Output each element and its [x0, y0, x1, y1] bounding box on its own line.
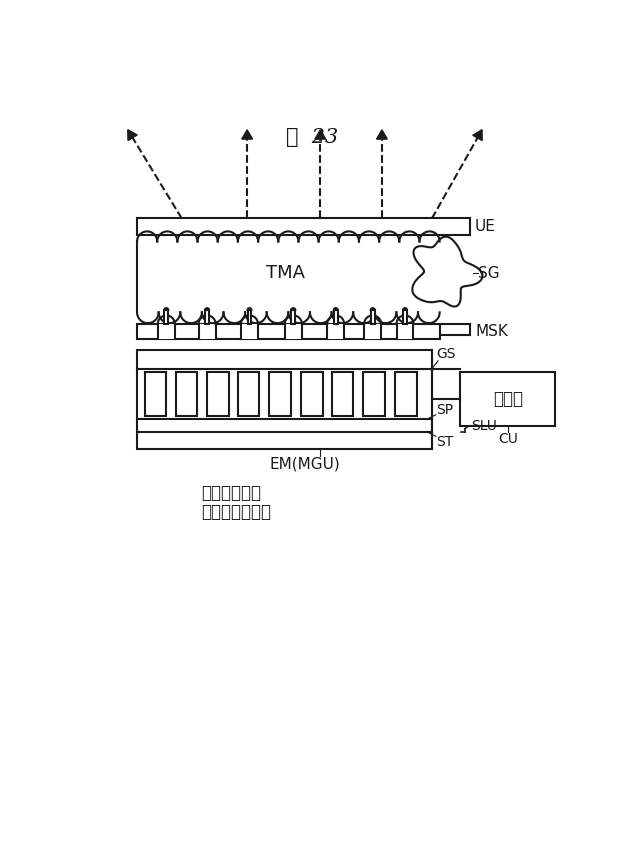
Bar: [364, 372, 385, 415]
Text: 制御部: 制御部: [493, 390, 523, 408]
Bar: [291, 310, 295, 324]
Bar: [364, 324, 381, 340]
Bar: [334, 310, 338, 324]
Bar: [460, 373, 555, 426]
Bar: [158, 324, 175, 340]
Text: GS: GS: [436, 347, 456, 361]
Bar: [238, 372, 259, 415]
Polygon shape: [473, 130, 482, 140]
Text: CU: CU: [498, 431, 518, 446]
Polygon shape: [376, 130, 387, 139]
Text: EM(MGU): EM(MGU): [269, 456, 340, 471]
Bar: [137, 219, 470, 235]
Text: UE: UE: [475, 219, 496, 234]
Text: 図  23: 図 23: [287, 128, 339, 146]
Text: SG: SG: [478, 266, 500, 281]
Bar: [137, 324, 440, 340]
Bar: [175, 372, 197, 415]
Bar: [371, 310, 374, 324]
Bar: [145, 372, 166, 415]
Bar: [285, 324, 302, 340]
Text: 電磁石：オン: 電磁石：オン: [201, 484, 261, 502]
Bar: [207, 372, 228, 415]
Text: TMA: TMA: [266, 264, 305, 282]
Bar: [440, 324, 470, 335]
Text: SLU: SLU: [471, 419, 497, 432]
Bar: [403, 310, 407, 324]
Bar: [164, 310, 168, 324]
Bar: [301, 372, 323, 415]
Polygon shape: [242, 130, 253, 139]
Text: SP: SP: [436, 403, 454, 417]
Bar: [198, 324, 216, 340]
Polygon shape: [128, 130, 137, 140]
Bar: [137, 350, 432, 448]
Bar: [205, 310, 209, 324]
Bar: [269, 372, 291, 415]
Text: ST: ST: [436, 435, 454, 448]
Bar: [397, 324, 413, 340]
Text: MSK: MSK: [475, 324, 508, 339]
Bar: [395, 372, 417, 415]
Text: プラズマ：オフ: プラズマ：オフ: [201, 503, 271, 522]
Bar: [327, 324, 344, 340]
Bar: [248, 310, 252, 324]
Bar: [332, 372, 353, 415]
Bar: [241, 324, 258, 340]
Polygon shape: [315, 130, 326, 139]
